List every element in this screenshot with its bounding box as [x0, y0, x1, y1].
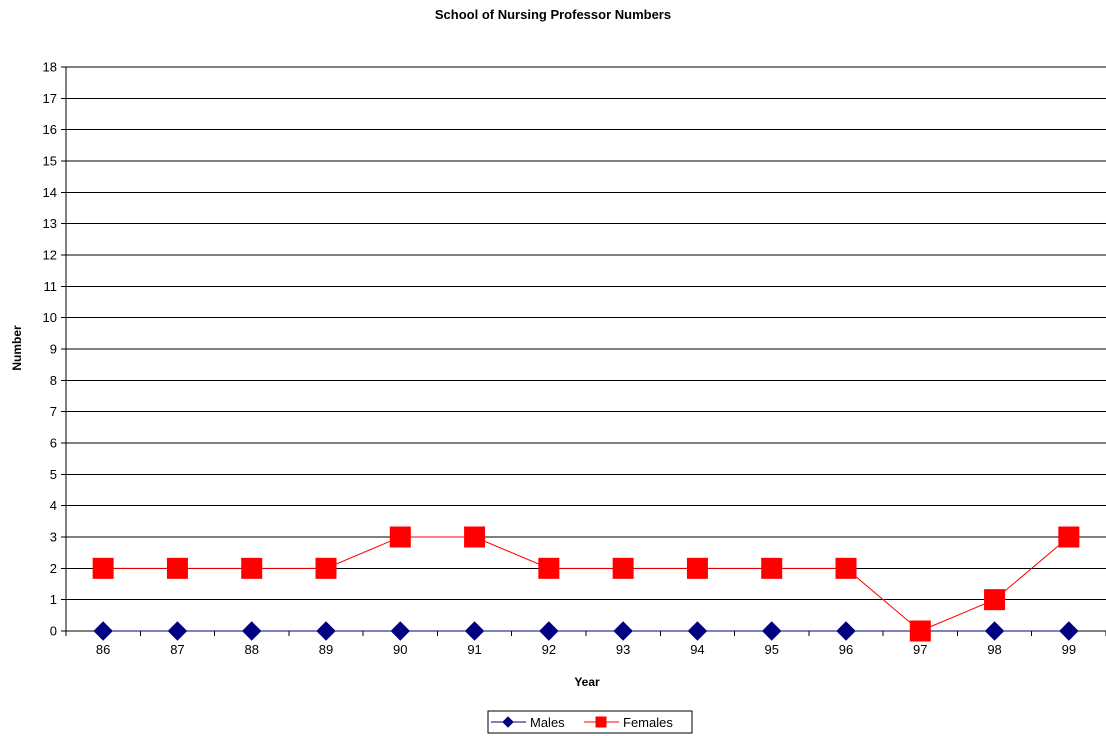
point-females-94 [686, 557, 708, 579]
point-females-99 [1058, 526, 1080, 548]
y-tick-label-0: 0 [50, 624, 57, 639]
point-males-93 [613, 621, 633, 641]
y-tick-label-18: 18 [43, 60, 57, 75]
x-tick-label-93: 93 [616, 642, 630, 657]
x-tick-label-92: 92 [542, 642, 556, 657]
y-tick-label-13: 13 [43, 216, 57, 231]
y-tick-label-3: 3 [50, 530, 57, 545]
x-tick-label-91: 91 [467, 642, 481, 657]
point-males-89 [316, 621, 336, 641]
x-tick-label-99: 99 [1062, 642, 1076, 657]
x-tick-label-90: 90 [393, 642, 407, 657]
x-tick-label-86: 86 [96, 642, 110, 657]
point-females-89 [315, 557, 337, 579]
point-females-96 [835, 557, 857, 579]
y-tick-label-15: 15 [43, 154, 57, 169]
series-females [92, 526, 1080, 642]
point-males-94 [687, 621, 708, 641]
y-tick-label-14: 14 [43, 185, 57, 200]
chart-title: School of Nursing Professor Numbers [435, 7, 671, 22]
x-tick-label-88: 88 [244, 642, 258, 657]
series-line-females [103, 536, 1070, 632]
point-males-99 [1059, 621, 1079, 641]
point-females-88 [241, 557, 263, 579]
point-males-90 [390, 621, 410, 641]
y-tick-label-9: 9 [50, 342, 57, 357]
y-axis-title: Number [10, 325, 24, 371]
legend-items: Males Females [491, 715, 673, 730]
x-tick-label-89: 89 [319, 642, 333, 657]
point-females-92 [538, 557, 560, 579]
y-tick-label-11: 11 [44, 279, 58, 294]
point-females-86 [92, 557, 114, 579]
x-tick-label-87: 87 [170, 642, 184, 657]
y-tick-label-7: 7 [50, 404, 57, 419]
y-tick-label-4: 4 [50, 498, 57, 513]
point-males-92 [539, 621, 559, 641]
y-tick-label-16: 16 [43, 122, 57, 137]
legend-item-males: Males [491, 715, 565, 730]
legend-label-females: Females [623, 715, 673, 730]
point-females-90 [389, 526, 411, 548]
y-tick-label-17: 17 [43, 91, 57, 106]
point-females-97 [909, 620, 931, 642]
point-females-93 [612, 557, 634, 579]
point-females-91 [464, 526, 486, 548]
point-males-98 [984, 621, 1005, 641]
x-axis-title: Year [574, 675, 600, 689]
gridlines [66, 66, 1106, 601]
x-tick-label-97: 97 [913, 642, 927, 657]
point-females-95 [761, 557, 783, 579]
y-tick-label-10: 10 [43, 310, 57, 325]
point-males-86 [93, 621, 113, 641]
y-tick-label-8: 8 [50, 373, 57, 388]
point-males-88 [242, 621, 262, 641]
y-tick-label-2: 2 [50, 561, 57, 576]
y-tick-label-6: 6 [50, 436, 57, 451]
series [92, 526, 1080, 642]
x-tick-label-96: 96 [839, 642, 853, 657]
y-tick-label-5: 5 [50, 467, 57, 482]
point-males-91 [464, 621, 485, 641]
point-males-96 [836, 621, 856, 641]
y-tick-label-1: 1 [50, 592, 57, 607]
point-males-87 [167, 621, 188, 641]
point-females-87 [166, 557, 188, 579]
point-males-95 [762, 621, 782, 641]
x-tick-label-94: 94 [690, 642, 704, 657]
legend-marker-females [595, 716, 607, 728]
x-tick-labels: 86 87 88 89 90 91 92 93 94 95 96 97 98 99 [65, 631, 1106, 657]
x-tick-label-95: 95 [764, 642, 778, 657]
point-females-98 [984, 589, 1006, 611]
y-tick-label-12: 12 [43, 248, 57, 263]
legend-item-females: Females [584, 715, 673, 730]
x-tick-label-98: 98 [987, 642, 1001, 657]
legend-label-males: Males [530, 715, 565, 730]
legend: Males Females [487, 710, 693, 734]
legend-marker-males [502, 716, 514, 728]
